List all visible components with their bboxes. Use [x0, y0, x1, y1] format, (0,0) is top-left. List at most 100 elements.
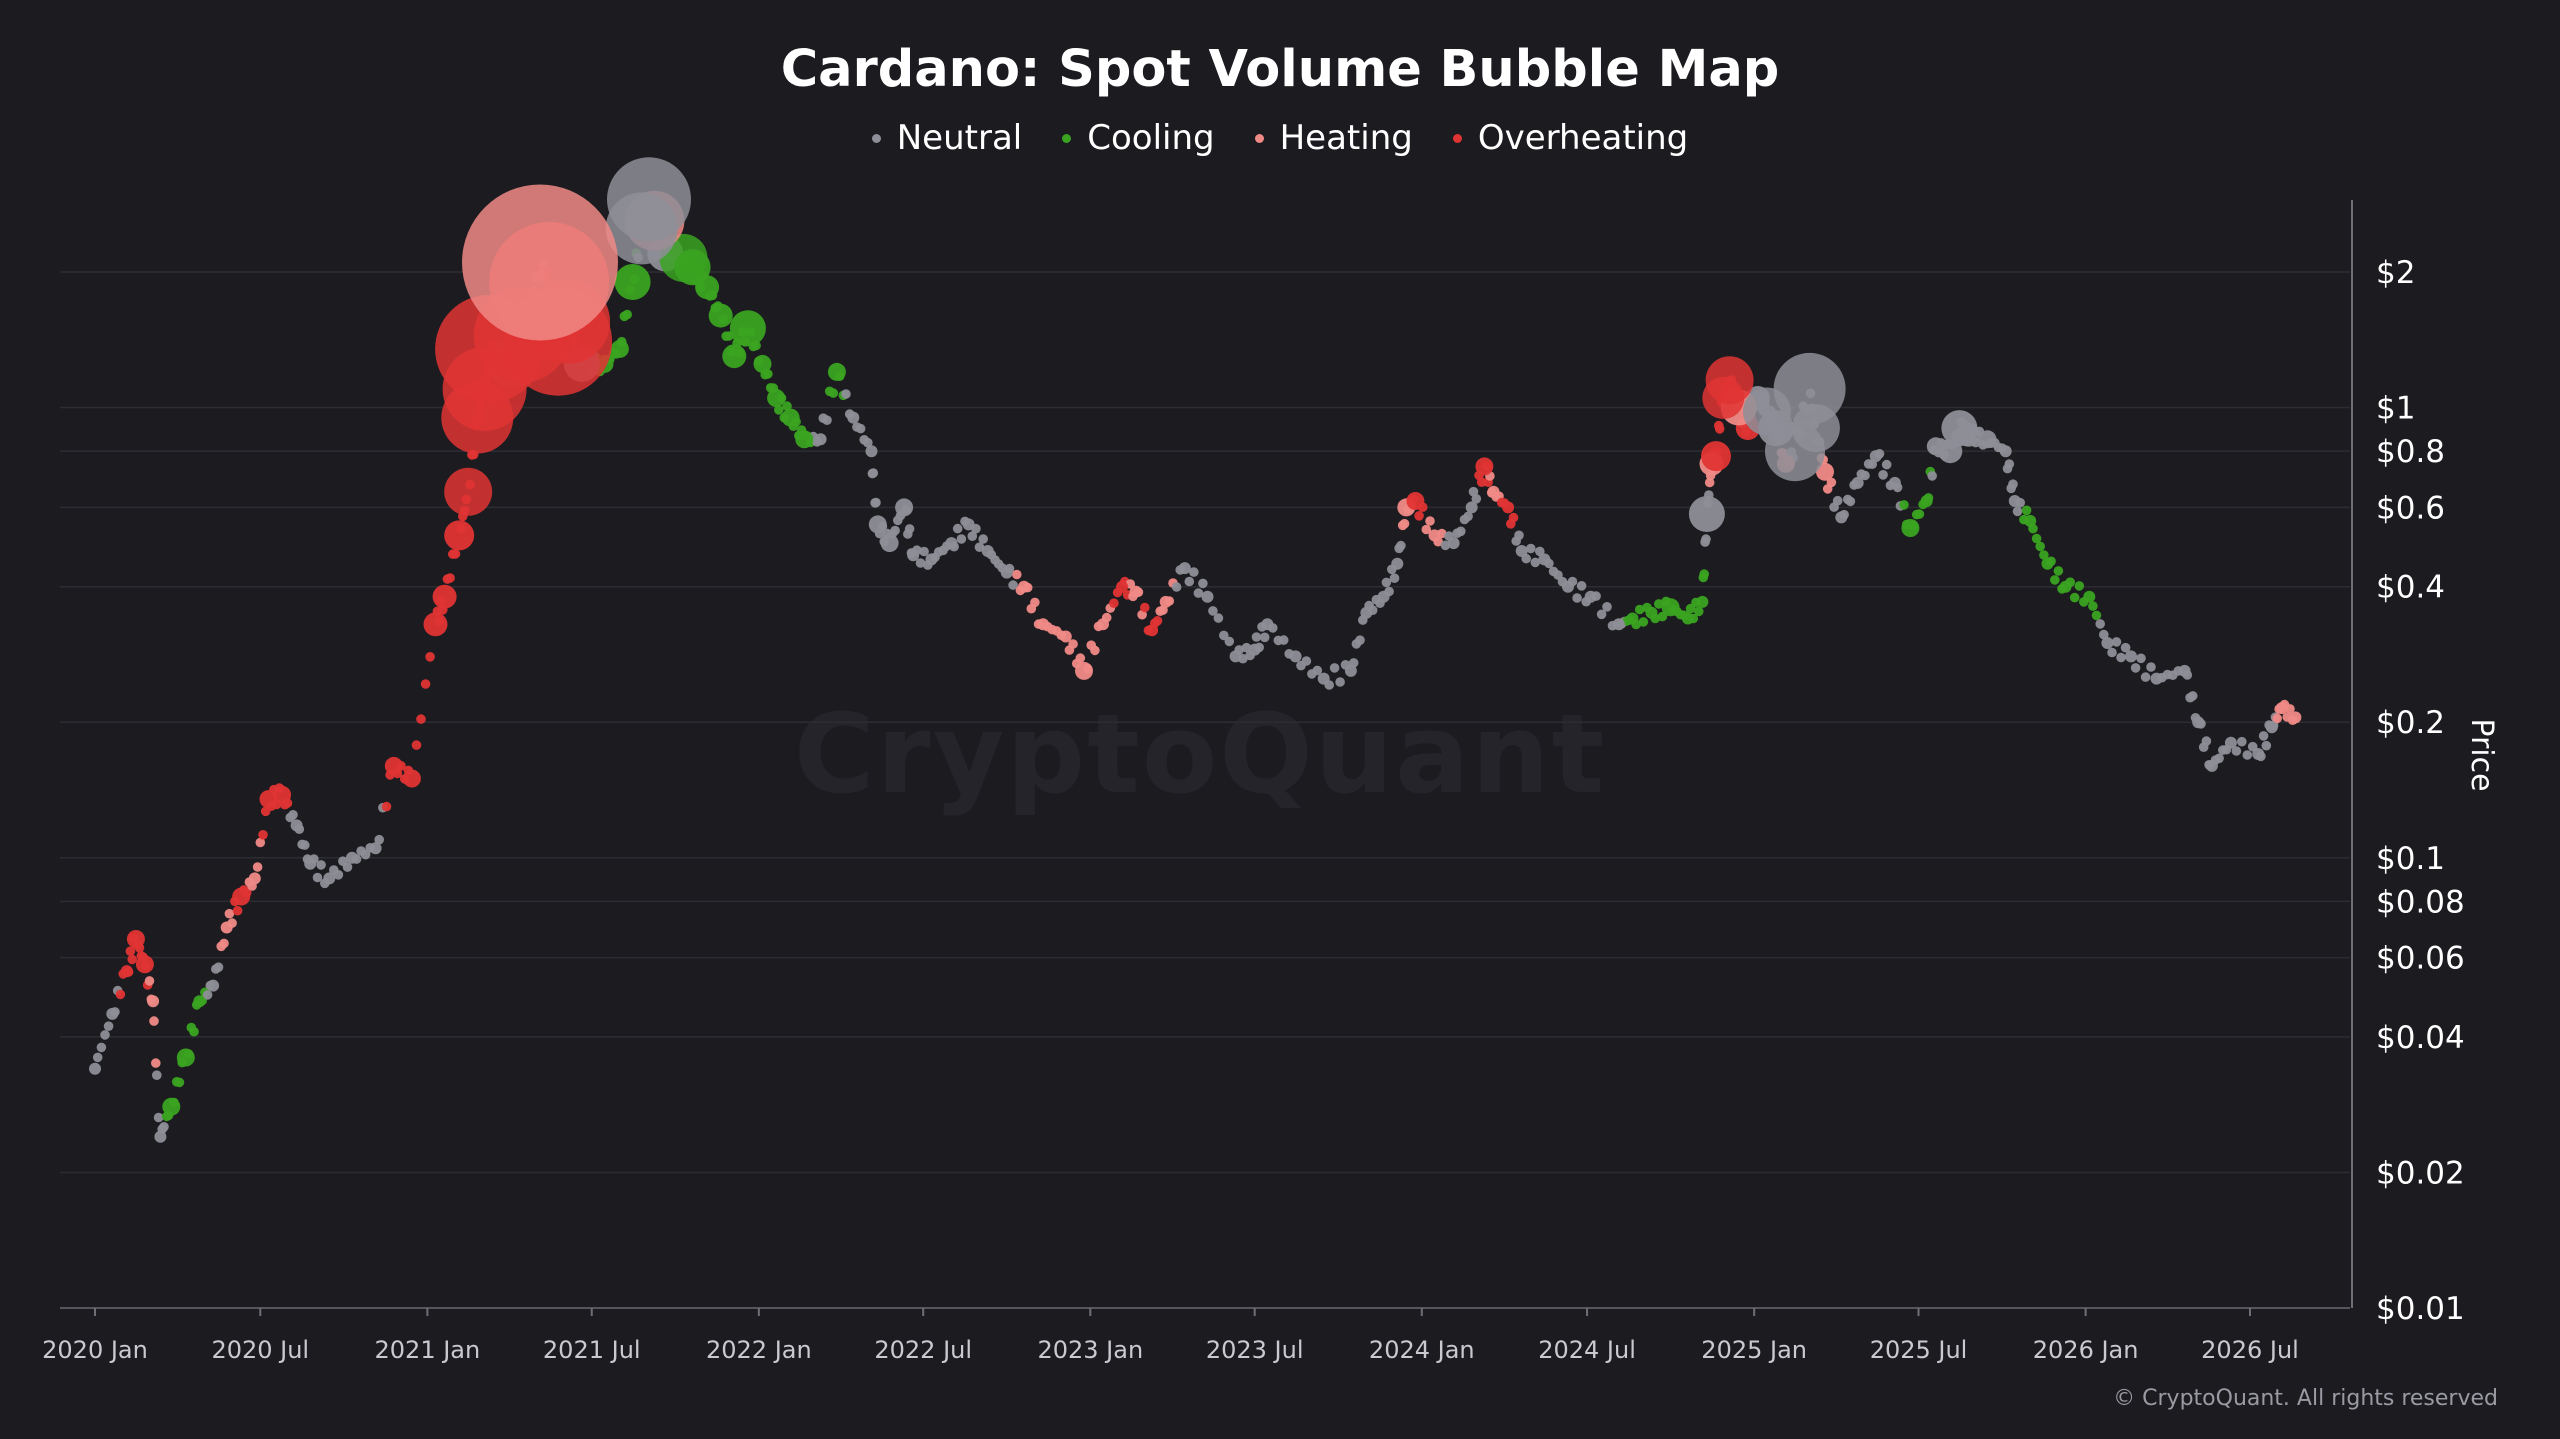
bubble-point[interactable] [907, 549, 920, 562]
bubble-point[interactable] [945, 537, 958, 550]
bubble-point[interactable] [1075, 653, 1086, 663]
bubble-point[interactable] [207, 979, 220, 992]
bubble-point[interactable] [1344, 664, 1357, 677]
bubble-point[interactable] [2201, 736, 2212, 746]
bubble-point[interactable] [290, 819, 303, 832]
bubble-point[interactable] [2031, 533, 2042, 544]
bubble-point[interactable] [411, 740, 422, 750]
bubble-point[interactable] [2258, 731, 2269, 741]
bubble-point[interactable] [89, 1062, 101, 1075]
bubble-point[interactable] [2214, 753, 2224, 764]
bubble-point[interactable] [1447, 537, 1460, 550]
bubble-point[interactable] [1475, 457, 1494, 476]
bubble-point[interactable] [2146, 662, 2156, 672]
bubble-point[interactable] [2099, 629, 2109, 640]
bubble-point[interactable] [1399, 518, 1410, 529]
bubble-point[interactable] [232, 887, 251, 906]
bubble-point[interactable] [1000, 566, 1013, 579]
bubble-point[interactable] [871, 497, 881, 508]
bubble-point[interactable] [1899, 500, 1909, 510]
bubble-point[interactable] [722, 344, 747, 369]
bubble-point[interactable] [2265, 721, 2278, 734]
bubble-point[interactable] [1705, 356, 1754, 405]
bubble-point[interactable] [1097, 618, 1109, 631]
bubble-point[interactable] [956, 534, 967, 544]
bubble-point[interactable] [103, 1021, 114, 1031]
bubble-point[interactable] [1278, 635, 1289, 645]
bubble-point[interactable] [450, 549, 461, 559]
bubble-point[interactable] [1471, 494, 1482, 504]
bubble-point[interactable] [827, 362, 846, 381]
bubble-point[interactable] [1701, 534, 1711, 544]
bubble-point[interactable] [1137, 609, 1147, 620]
bubble-point[interactable] [2261, 740, 2272, 751]
bubble-point[interactable] [1860, 470, 1870, 481]
bubble-point[interactable] [1146, 624, 1159, 637]
bubble-point[interactable] [782, 401, 792, 411]
bubble-point[interactable] [2192, 716, 2205, 729]
bubble-point[interactable] [2041, 557, 2054, 570]
bubble-point[interactable] [402, 769, 421, 788]
bubble-point[interactable] [127, 954, 137, 965]
bubble-point[interactable] [1612, 618, 1625, 631]
bubble-point[interactable] [193, 995, 206, 1008]
bubble-point[interactable] [2101, 637, 2114, 649]
bubble-point[interactable] [213, 962, 224, 972]
bubble-point[interactable] [1626, 612, 1639, 625]
bubble-point[interactable] [2069, 592, 2080, 603]
bubble-point[interactable] [252, 862, 263, 872]
bubble-point[interactable] [1661, 598, 1680, 617]
bubble-point[interactable] [2285, 704, 2295, 714]
legend-item-overheating[interactable]: Overheating [1452, 118, 1688, 158]
bubble-point[interactable] [144, 976, 155, 986]
bubble-point[interactable] [919, 546, 929, 557]
bubble-point[interactable] [795, 430, 814, 449]
bubble-point[interactable] [767, 389, 786, 407]
bubble-point[interactable] [149, 1016, 159, 1026]
bubble-point[interactable] [1037, 618, 1050, 631]
bubble-point[interactable] [1406, 492, 1425, 510]
bubble-point[interactable] [384, 756, 403, 775]
bubble-point[interactable] [1075, 661, 1093, 680]
bubble-point[interactable] [1634, 604, 1645, 615]
bubble-point[interactable] [967, 531, 978, 541]
bubble-point[interactable] [219, 938, 229, 949]
bubble-point[interactable] [152, 1070, 162, 1080]
bubble-point[interactable] [323, 872, 336, 885]
bubble-point[interactable] [1562, 580, 1574, 593]
bubble-point[interactable] [1213, 613, 1224, 623]
bubble-point[interactable] [115, 989, 126, 1000]
bubble-point[interactable] [316, 860, 326, 870]
bubble-point[interactable] [1645, 606, 1658, 619]
bubble-point[interactable] [822, 415, 832, 426]
bubble-point[interactable] [1584, 590, 1597, 603]
bubble-point[interactable] [729, 310, 766, 347]
bubble-point[interactable] [1576, 581, 1587, 591]
bubble-point[interactable] [1463, 511, 1473, 522]
bubble-point[interactable] [312, 872, 323, 883]
bubble-point[interactable] [120, 965, 133, 978]
bubble-point[interactable] [1869, 450, 1882, 463]
bubble-point[interactable] [1941, 410, 1978, 447]
bubble-point[interactable] [1502, 501, 1515, 514]
bubble-point[interactable] [774, 405, 784, 415]
bubble-point[interactable] [1572, 593, 1582, 603]
bubble-point[interactable] [1714, 424, 1725, 434]
bubble-point[interactable] [1229, 650, 1242, 663]
bubble-point[interactable] [1596, 609, 1607, 620]
bubble-point[interactable] [915, 558, 926, 568]
bubble-point[interactable] [1535, 546, 1545, 557]
bubble-point[interactable] [904, 524, 915, 534]
bubble-point[interactable] [1171, 582, 1182, 592]
bubble-point[interactable] [1259, 632, 1270, 643]
bubble-point[interactable] [1355, 635, 1365, 645]
bubble-point[interactable] [2150, 672, 2163, 685]
bubble-point[interactable] [2083, 590, 2096, 603]
bubble-point[interactable] [258, 830, 268, 840]
bubble-point[interactable] [224, 908, 235, 919]
bubble-point[interactable] [2111, 637, 2122, 647]
bubble-point[interactable] [610, 339, 629, 358]
bubble-point[interactable] [1208, 606, 1218, 616]
bubble-point[interactable] [841, 389, 851, 399]
bubble-point[interactable] [890, 525, 900, 536]
